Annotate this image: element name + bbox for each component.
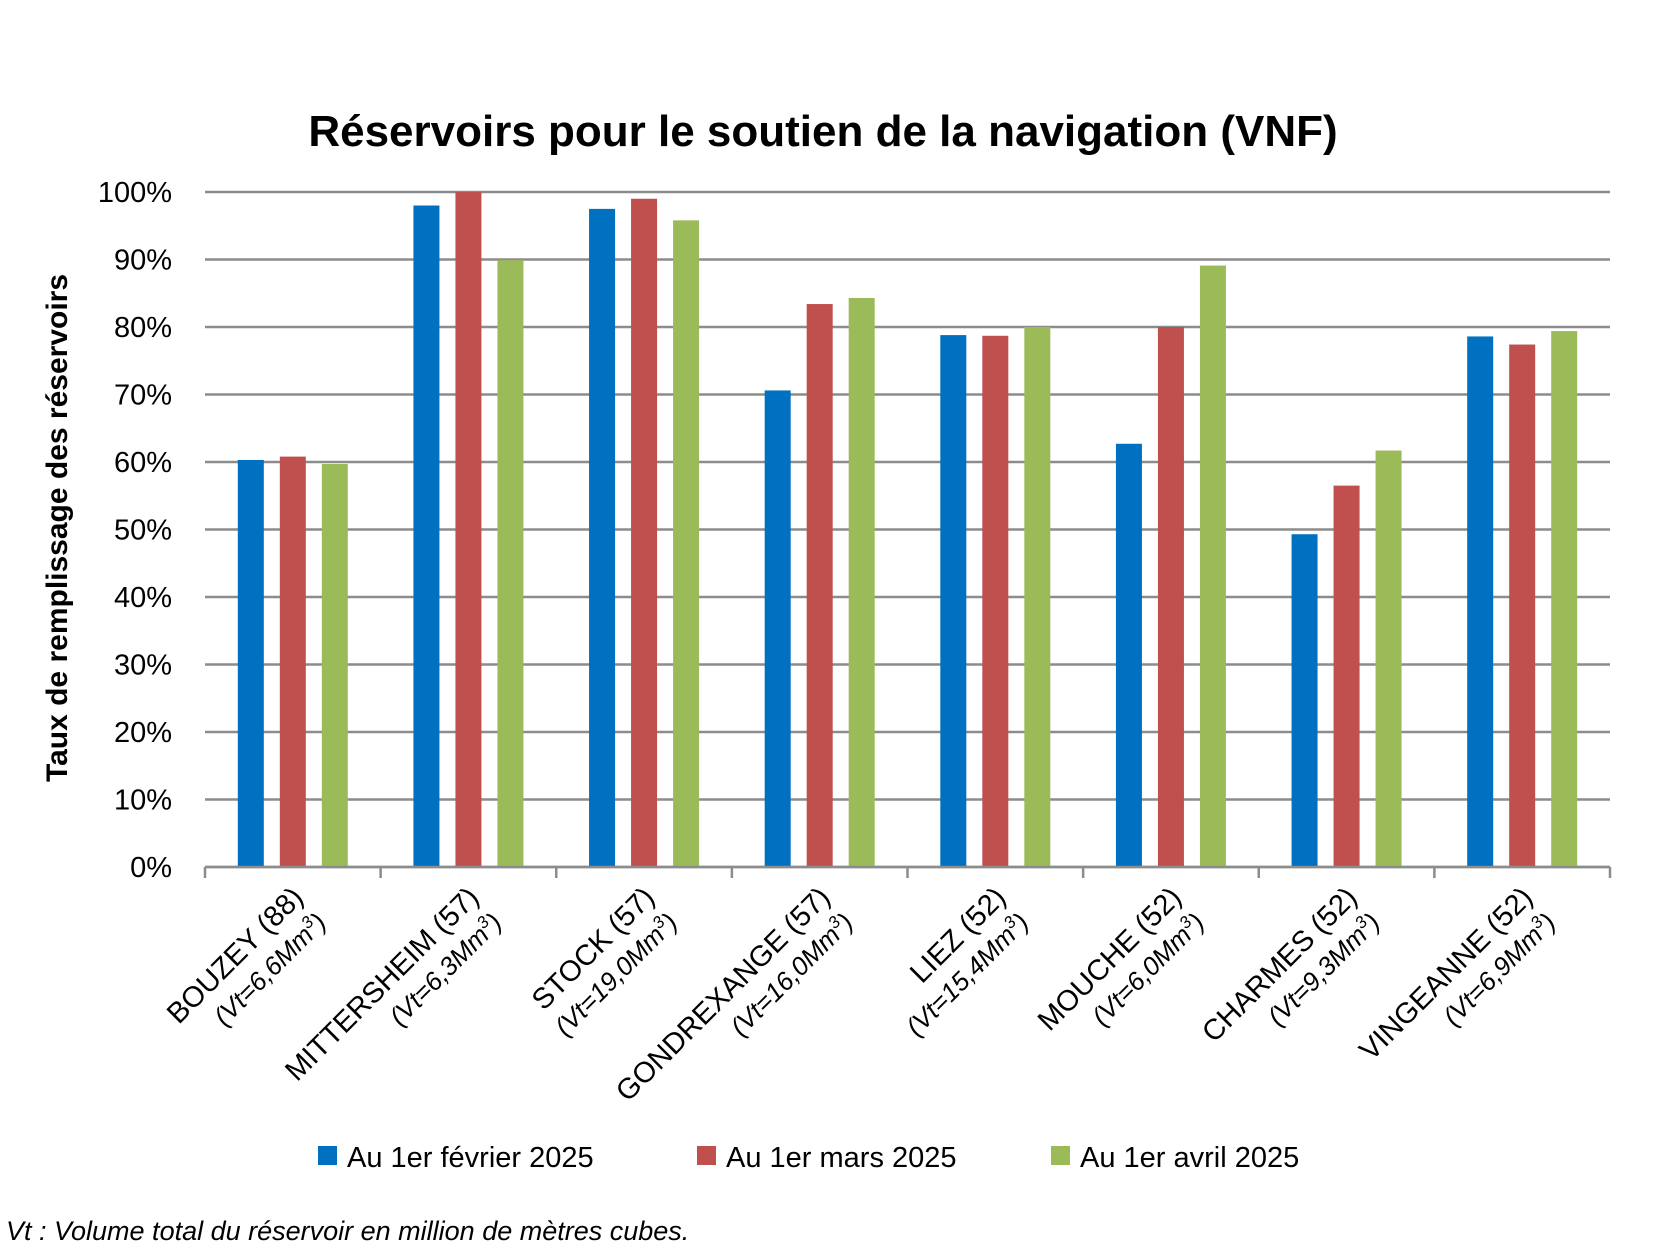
bar bbox=[1291, 534, 1318, 867]
bar bbox=[1467, 336, 1494, 867]
y-axis-label: Taux de remplissage des réservoirs bbox=[41, 274, 74, 782]
y-tick-label: 100% bbox=[98, 177, 172, 209]
y-tick-label: 40% bbox=[114, 582, 172, 614]
chart-title: Réservoirs pour le soutien de la navigat… bbox=[308, 107, 1337, 156]
bar bbox=[673, 220, 700, 868]
y-tick-label: 0% bbox=[130, 852, 172, 884]
legend-label: Au 1er mars 2025 bbox=[726, 1142, 957, 1174]
bar bbox=[321, 464, 348, 867]
legend-swatch bbox=[318, 1146, 337, 1165]
y-tick-label: 20% bbox=[114, 717, 172, 749]
x-axis-category-labels: BOUZEY (88)(Vt=6,6Mm3)MITTERSHEIM (57)(V… bbox=[161, 881, 1561, 1108]
bar bbox=[1157, 327, 1184, 867]
y-axis-ticks: 0% 10% 20% 30% 40% 50% 60% 70% 80% 90% 100% bbox=[98, 177, 172, 884]
bar bbox=[1375, 450, 1402, 867]
bar bbox=[940, 335, 967, 868]
legend-item: Au 1er avril 2025 bbox=[1051, 1142, 1299, 1174]
y-tick-label: 60% bbox=[114, 447, 172, 479]
footnote: Vt : Volume total du réservoir en millio… bbox=[6, 1216, 689, 1246]
legend-item: Au 1er mars 2025 bbox=[697, 1142, 957, 1174]
bar bbox=[631, 198, 658, 867]
x-axis bbox=[203, 865, 1612, 878]
bar bbox=[1509, 344, 1536, 867]
bar bbox=[1024, 327, 1051, 867]
bar bbox=[848, 297, 875, 868]
bar bbox=[455, 192, 482, 867]
bar bbox=[764, 390, 791, 867]
bar bbox=[279, 456, 306, 867]
legend-label: Au 1er avril 2025 bbox=[1080, 1142, 1299, 1174]
legend-swatch bbox=[697, 1146, 716, 1165]
legend-label: Au 1er février 2025 bbox=[347, 1142, 594, 1174]
y-tick-label: 70% bbox=[114, 380, 172, 412]
bar bbox=[1333, 485, 1360, 867]
bar bbox=[1551, 331, 1578, 867]
y-tick-label: 50% bbox=[114, 515, 172, 547]
bars bbox=[237, 192, 1578, 868]
bar bbox=[497, 260, 524, 867]
bar bbox=[589, 208, 616, 867]
y-tick-label: 10% bbox=[114, 785, 172, 817]
y-tick-label: 90% bbox=[114, 245, 172, 277]
legend-swatch bbox=[1051, 1146, 1070, 1165]
bar bbox=[237, 459, 264, 867]
y-tick-label: 80% bbox=[114, 312, 172, 344]
bar bbox=[806, 304, 833, 867]
y-tick-label: 30% bbox=[114, 650, 172, 682]
bar bbox=[1199, 265, 1226, 867]
bar bbox=[413, 205, 440, 867]
legend-item: Au 1er février 2025 bbox=[318, 1142, 594, 1174]
bar bbox=[982, 335, 1009, 867]
legend: Au 1er février 2025 Au 1er mars 2025 Au 1e… bbox=[318, 1142, 1299, 1174]
bar bbox=[1115, 443, 1142, 867]
